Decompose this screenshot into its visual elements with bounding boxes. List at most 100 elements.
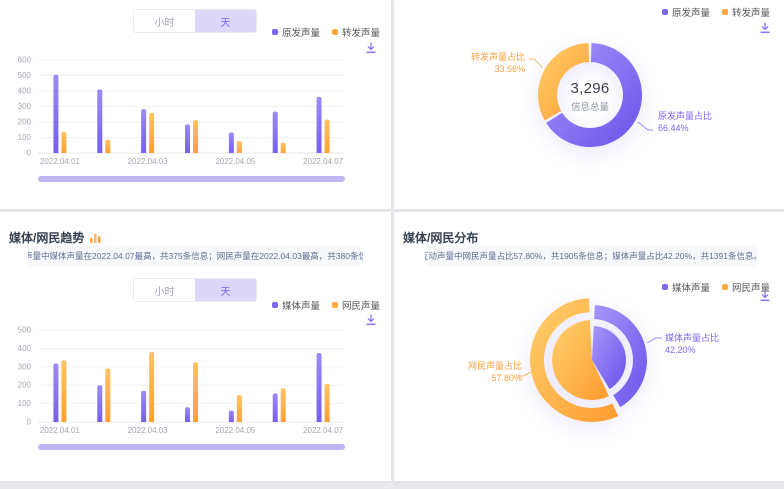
x-axis-label: 2022.04.01 — [40, 426, 81, 435]
bar-转发声量 — [61, 131, 67, 153]
legend: 媒体声量 网民声量 — [661, 280, 770, 294]
legend-item-origin[interactable]: 原发声量 — [661, 5, 710, 19]
bar-原发声量 — [228, 132, 234, 153]
download-icon[interactable] — [758, 289, 772, 303]
bar-原发声量 — [185, 124, 190, 153]
y-axis-label: 600 — [18, 56, 32, 65]
y-axis-label: 0 — [27, 149, 32, 158]
x-axis-label: 2022.04.07 — [303, 426, 344, 435]
bar-媒体声量 — [185, 407, 190, 422]
leader-line-purple — [646, 337, 662, 344]
panel-title: 媒体/网民分布 — [403, 229, 478, 246]
y-axis-label: 200 — [18, 381, 32, 390]
x-axis-label: 2022.04.07 — [303, 157, 344, 166]
bar-媒体声量 — [141, 390, 147, 422]
donut-chart-origin-repost — [529, 43, 653, 147]
legend-label: 网民声量 — [731, 283, 770, 294]
legend-item-media[interactable]: 媒体声量 — [271, 298, 320, 312]
toggle-hour-button[interactable]: 小时 — [134, 279, 195, 301]
bar-chart-icon — [90, 233, 101, 243]
panel-media-netizen-trend: 媒体/网民趋势 互动声量中媒体声量在2022.04.07最高，共375条信息；网… — [0, 212, 391, 481]
datazoom-slider[interactable] — [38, 444, 345, 450]
legend-item-netizen[interactable]: 网民声量 — [721, 280, 770, 294]
legend-marker-orange — [331, 29, 338, 35]
x-axis-label: 2022.04.05 — [215, 426, 256, 435]
time-granularity-toggle: 小时 天 — [133, 278, 257, 302]
panel-origin-repost-ratio: 原发声量 转发声量 3,296 信息总量 转发声量占比 33.56% 原发声量占… — [394, 0, 784, 209]
summary-text: 互动声量中网民声量占比57.80%，共1905条信息；媒体声量占比42.20%，… — [425, 246, 757, 266]
pie-chart-media-netizen — [518, 298, 662, 422]
pie-ring-purple — [594, 305, 647, 408]
y-axis-label: 100 — [18, 399, 32, 408]
y-axis-label: 100 — [18, 133, 32, 142]
bar-chart-origin-repost: 0 100 200 300 400 500 600 2022.04.01 2022.04.03 2… — [18, 56, 345, 166]
legend-label: 原发声量 — [281, 28, 320, 39]
bar-网民声量 — [324, 383, 330, 422]
legend-marker-orange — [331, 302, 338, 308]
y-axis-label: 400 — [18, 87, 32, 96]
leader-line-purple — [637, 121, 653, 131]
bar-转发声量 — [324, 119, 330, 153]
donut-slice-purple — [546, 43, 642, 147]
summary-text: 互动声量中媒体声量在2022.04.07最高，共375条信息；网民声量在2022… — [28, 246, 363, 266]
legend-label: 媒体声量 — [281, 301, 320, 312]
legend-label: 转发声量 — [731, 8, 770, 19]
y-axis-label: 300 — [18, 362, 32, 371]
legend-item-origin[interactable]: 原发声量 — [271, 25, 320, 39]
bar-网民声量 — [280, 388, 286, 422]
legend-item-netizen[interactable]: 网民声量 — [331, 298, 380, 312]
bar-转发声量 — [105, 139, 111, 153]
download-icon[interactable] — [364, 41, 378, 55]
panel-origin-repost-trend: 小时 天 原发声量 转发声量 0 100 200 300 400 500 600 2022.0… — [0, 0, 391, 209]
x-axis-label: 2022.04.03 — [128, 157, 169, 166]
legend-item-repost[interactable]: 转发声量 — [721, 5, 770, 19]
bar-网民声量 — [105, 368, 111, 422]
bar-媒体声量 — [272, 393, 278, 422]
leader-line-orange — [518, 371, 532, 377]
legend-item-repost[interactable]: 转发声量 — [331, 25, 380, 39]
bar-原发声量 — [97, 89, 103, 153]
y-axis-label: 500 — [18, 71, 32, 80]
legend-label: 原发声量 — [671, 8, 710, 19]
pie-ring-orange — [530, 298, 619, 422]
bar-原发声量 — [272, 111, 278, 153]
bar-原发声量 — [316, 96, 322, 153]
y-axis-label: 200 — [18, 118, 32, 127]
x-axis-label: 2022.04.03 — [128, 426, 169, 435]
bar-媒体声量 — [97, 385, 103, 422]
panel-title: 媒体/网民趋势 — [9, 229, 102, 246]
legend-label: 转发声量 — [341, 28, 380, 39]
legend-marker-purple — [661, 9, 668, 15]
legend: 媒体声量 网民声量 — [271, 298, 380, 312]
legend-item-media[interactable]: 媒体声量 — [661, 280, 710, 294]
bar-网民声量 — [61, 360, 67, 422]
download-icon[interactable] — [758, 21, 772, 35]
panel-title-text: 媒体/网民分布 — [403, 231, 479, 245]
y-axis-label: 0 — [27, 418, 32, 427]
bar-网民声量 — [236, 394, 242, 422]
legend-marker-purple — [661, 284, 668, 290]
pie-inner-purple — [592, 326, 626, 390]
x-axis-label: 2022.04.01 — [40, 157, 81, 166]
leader-line-orange — [529, 58, 543, 68]
legend-marker-orange — [721, 284, 728, 290]
toggle-day-button[interactable]: 天 — [195, 279, 256, 301]
datazoom-slider[interactable] — [38, 176, 345, 182]
download-icon[interactable] — [364, 313, 378, 327]
bar-转发声量 — [193, 120, 198, 153]
legend-label: 网民声量 — [341, 301, 380, 312]
toggle-hour-button[interactable]: 小时 — [134, 10, 195, 32]
bar-转发声量 — [149, 112, 155, 153]
legend: 原发声量 转发声量 — [661, 5, 770, 19]
bar-转发声量 — [280, 142, 286, 153]
legend-marker-orange — [721, 9, 728, 15]
bar-chart-media-netizen: 0 100 200 300 400 500 2022.04.01 2022.04.03 2022… — [18, 326, 345, 435]
legend: 原发声量 转发声量 — [271, 25, 380, 39]
panel-media-netizen-distribution: 媒体/网民分布 互动声量中网民声量占比57.80%，共1905条信息；媒体声量占… — [394, 212, 784, 481]
donut-slice-orange — [538, 43, 590, 121]
x-axis-label: 2022.04.05 — [215, 157, 256, 166]
bar-原发声量 — [53, 74, 59, 153]
y-axis-label: 300 — [18, 102, 32, 111]
bar-网民声量 — [149, 352, 155, 422]
toggle-day-button[interactable]: 天 — [195, 10, 256, 32]
